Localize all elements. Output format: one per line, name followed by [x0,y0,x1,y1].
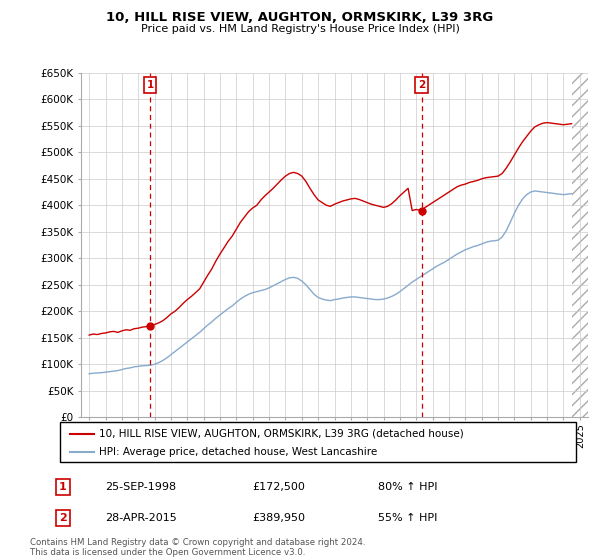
Text: Price paid vs. HM Land Registry's House Price Index (HPI): Price paid vs. HM Land Registry's House … [140,24,460,34]
Text: 2: 2 [59,513,67,523]
Text: 2: 2 [418,80,425,90]
Text: 55% ↑ HPI: 55% ↑ HPI [378,513,437,523]
Text: 1: 1 [146,80,154,90]
Text: 25-SEP-1998: 25-SEP-1998 [105,482,176,492]
Text: 80% ↑ HPI: 80% ↑ HPI [378,482,437,492]
Text: Contains HM Land Registry data © Crown copyright and database right 2024.
This d: Contains HM Land Registry data © Crown c… [30,538,365,557]
Text: HPI: Average price, detached house, West Lancashire: HPI: Average price, detached house, West… [98,447,377,457]
Text: 28-APR-2015: 28-APR-2015 [105,513,177,523]
Text: £389,950: £389,950 [252,513,305,523]
Text: 1: 1 [59,482,67,492]
Text: 10, HILL RISE VIEW, AUGHTON, ORMSKIRK, L39 3RG (detached house): 10, HILL RISE VIEW, AUGHTON, ORMSKIRK, L… [98,429,463,439]
Text: £172,500: £172,500 [252,482,305,492]
Text: 10, HILL RISE VIEW, AUGHTON, ORMSKIRK, L39 3RG: 10, HILL RISE VIEW, AUGHTON, ORMSKIRK, L… [106,11,494,24]
